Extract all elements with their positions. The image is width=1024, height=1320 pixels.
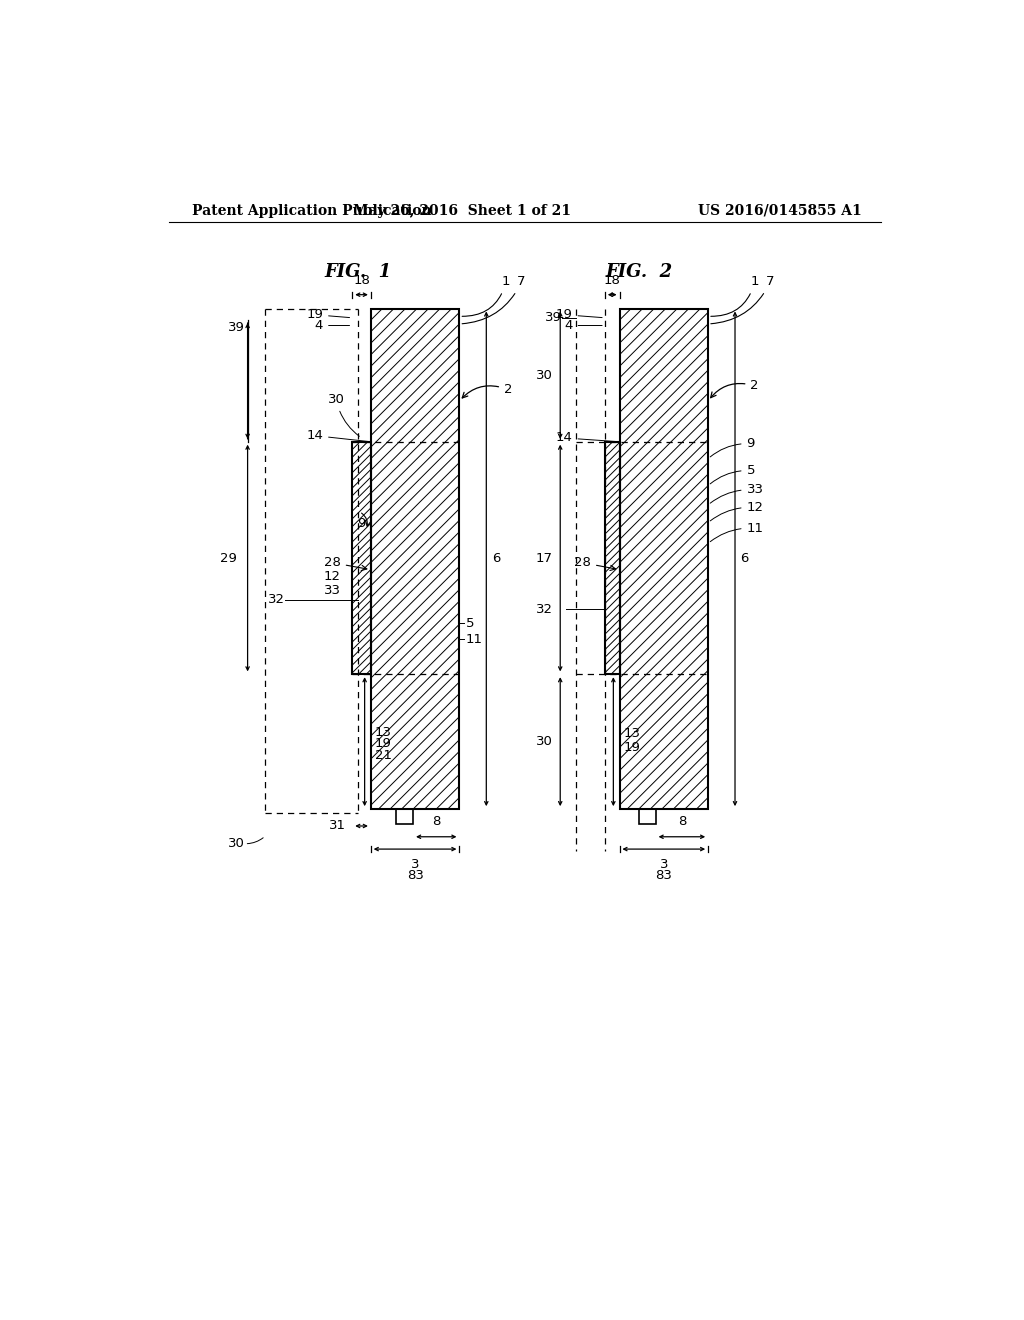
Text: 29: 29	[220, 552, 237, 565]
Text: FIG.  2: FIG. 2	[605, 264, 673, 281]
Text: FIG.  1: FIG. 1	[325, 264, 391, 281]
Text: 39: 39	[545, 312, 562, 325]
Bar	[620, 309, 708, 809]
Text: 8: 8	[432, 814, 440, 828]
Text: 13: 13	[624, 727, 640, 741]
Text: 30: 30	[328, 393, 359, 437]
Text: 17: 17	[536, 552, 553, 565]
Text: May 26, 2016  Sheet 1 of 21: May 26, 2016 Sheet 1 of 21	[352, 203, 570, 218]
Bar	[371, 309, 460, 809]
Text: 30: 30	[536, 368, 553, 381]
Bar	[352, 442, 371, 675]
Text: 39: 39	[227, 321, 245, 334]
Text: 1: 1	[711, 276, 759, 317]
Text: US 2016/0145855 A1: US 2016/0145855 A1	[698, 203, 862, 218]
Text: 33: 33	[324, 583, 341, 597]
Text: 32: 32	[267, 594, 285, 606]
Text: 5: 5	[711, 465, 755, 484]
Text: 18: 18	[353, 275, 370, 286]
Text: 9: 9	[711, 437, 755, 457]
Bar	[639, 809, 655, 825]
Text: 32: 32	[536, 603, 553, 615]
Text: 3: 3	[411, 858, 419, 871]
Text: 19: 19	[375, 737, 391, 750]
Text: 6: 6	[740, 552, 749, 565]
Text: 14: 14	[556, 432, 616, 445]
Text: 30: 30	[227, 837, 245, 850]
Bar	[396, 809, 413, 825]
Text: 83: 83	[655, 869, 672, 882]
Text: 11: 11	[466, 632, 482, 645]
Text: 2: 2	[711, 379, 759, 397]
Text: 9: 9	[357, 516, 366, 529]
Text: 14: 14	[306, 429, 368, 442]
Text: 4: 4	[314, 319, 349, 333]
Text: 28: 28	[324, 556, 367, 570]
Text: 5: 5	[466, 616, 474, 630]
Text: 4: 4	[564, 319, 602, 333]
Text: 19: 19	[306, 308, 349, 321]
Text: 31: 31	[329, 820, 346, 833]
Text: 13: 13	[375, 726, 391, 739]
Text: 19: 19	[624, 742, 640, 754]
Bar	[605, 442, 620, 675]
Text: Patent Application Publication: Patent Application Publication	[193, 203, 432, 218]
Text: 21: 21	[375, 748, 391, 762]
Text: 7: 7	[462, 276, 525, 323]
Text: 12: 12	[324, 570, 341, 583]
Text: 18: 18	[604, 275, 621, 286]
Text: 12: 12	[711, 502, 764, 521]
Text: 30: 30	[536, 735, 553, 748]
Text: 11: 11	[711, 521, 764, 541]
Text: 6: 6	[492, 552, 500, 565]
Text: 2: 2	[462, 383, 512, 397]
Text: 33: 33	[711, 483, 764, 503]
Text: 8: 8	[678, 814, 686, 828]
Text: 3: 3	[659, 858, 668, 871]
Text: 83: 83	[407, 869, 424, 882]
Text: 1: 1	[462, 276, 510, 317]
Text: 7: 7	[711, 276, 774, 323]
Text: 28: 28	[574, 556, 615, 570]
Text: 19: 19	[556, 308, 602, 321]
